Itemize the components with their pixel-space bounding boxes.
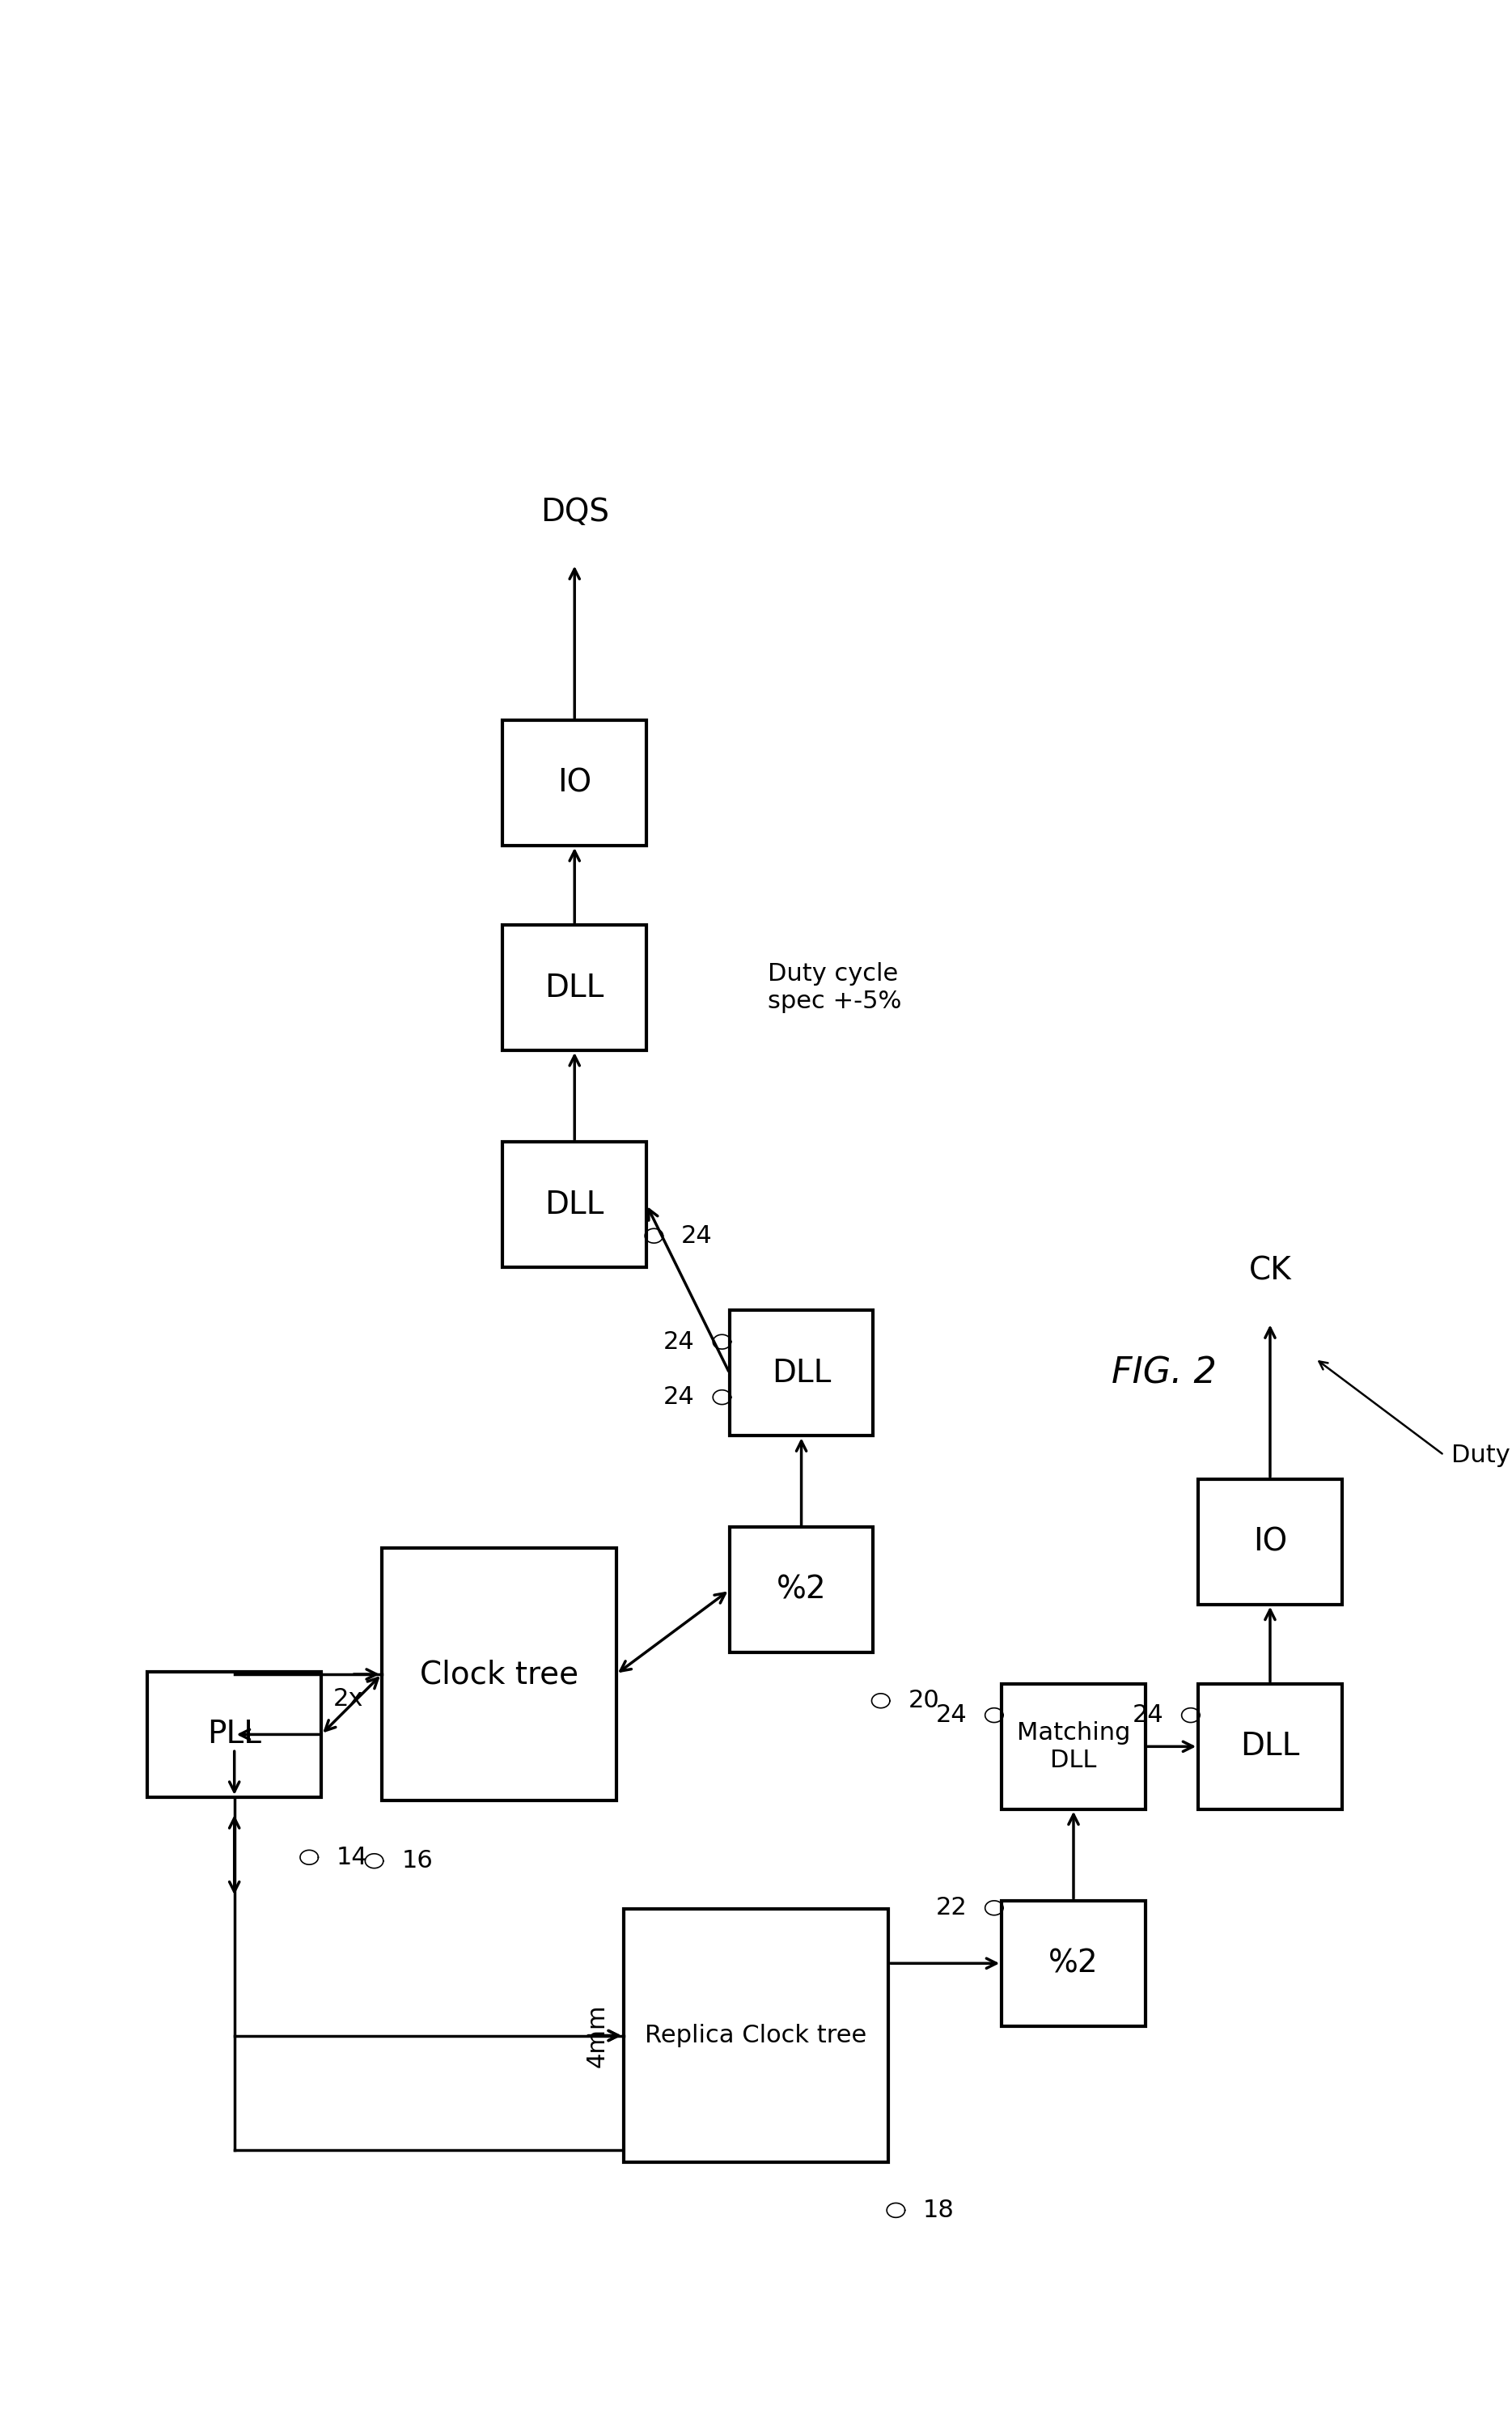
Text: 24: 24: [1132, 1703, 1164, 1727]
Text: Duty cycle spec +-3%: Duty cycle spec +-3%: [1452, 1443, 1512, 1467]
Text: FIG. 2: FIG. 2: [1111, 1356, 1217, 1390]
Text: 2x: 2x: [334, 1686, 363, 1710]
Text: Clock tree: Clock tree: [420, 1660, 578, 1689]
Text: 24: 24: [936, 1703, 968, 1727]
Bar: [624, 1908, 888, 2163]
Text: DLL: DLL: [1240, 1732, 1300, 1761]
Text: DLL: DLL: [544, 1190, 605, 1219]
Text: Duty cycle
spec +-5%: Duty cycle spec +-5%: [767, 961, 901, 1014]
Text: 24: 24: [682, 1224, 712, 1248]
Bar: [1198, 1479, 1343, 1604]
Text: CK: CK: [1249, 1255, 1291, 1286]
Bar: [730, 1310, 874, 1436]
Bar: [148, 1672, 322, 1797]
Text: DLL: DLL: [771, 1359, 832, 1388]
Text: IO: IO: [558, 768, 591, 797]
Text: DLL: DLL: [544, 973, 605, 1002]
Bar: [502, 925, 647, 1050]
Text: 22: 22: [936, 1896, 968, 1920]
Text: 24: 24: [664, 1385, 696, 1409]
Bar: [1001, 1901, 1146, 2026]
Text: Matching
DLL: Matching DLL: [1016, 1720, 1131, 1773]
Bar: [381, 1549, 617, 1802]
Text: 20: 20: [907, 1689, 939, 1713]
Text: PLL: PLL: [207, 1720, 262, 1749]
Text: DQS: DQS: [540, 496, 609, 528]
Text: 4mm: 4mm: [585, 2004, 608, 2067]
Bar: [1001, 1684, 1146, 1809]
Bar: [502, 720, 647, 846]
Bar: [1198, 1684, 1343, 1809]
Text: 14: 14: [336, 1845, 367, 1869]
Text: %2: %2: [1049, 1949, 1098, 1978]
Text: Replica Clock tree: Replica Clock tree: [646, 2024, 866, 2048]
Text: 18: 18: [922, 2199, 954, 2221]
Text: IO: IO: [1253, 1527, 1287, 1556]
Bar: [730, 1527, 874, 1653]
Text: %2: %2: [777, 1575, 826, 1604]
Text: 16: 16: [402, 1850, 432, 1872]
Bar: [502, 1142, 647, 1267]
Text: 24: 24: [664, 1330, 696, 1354]
